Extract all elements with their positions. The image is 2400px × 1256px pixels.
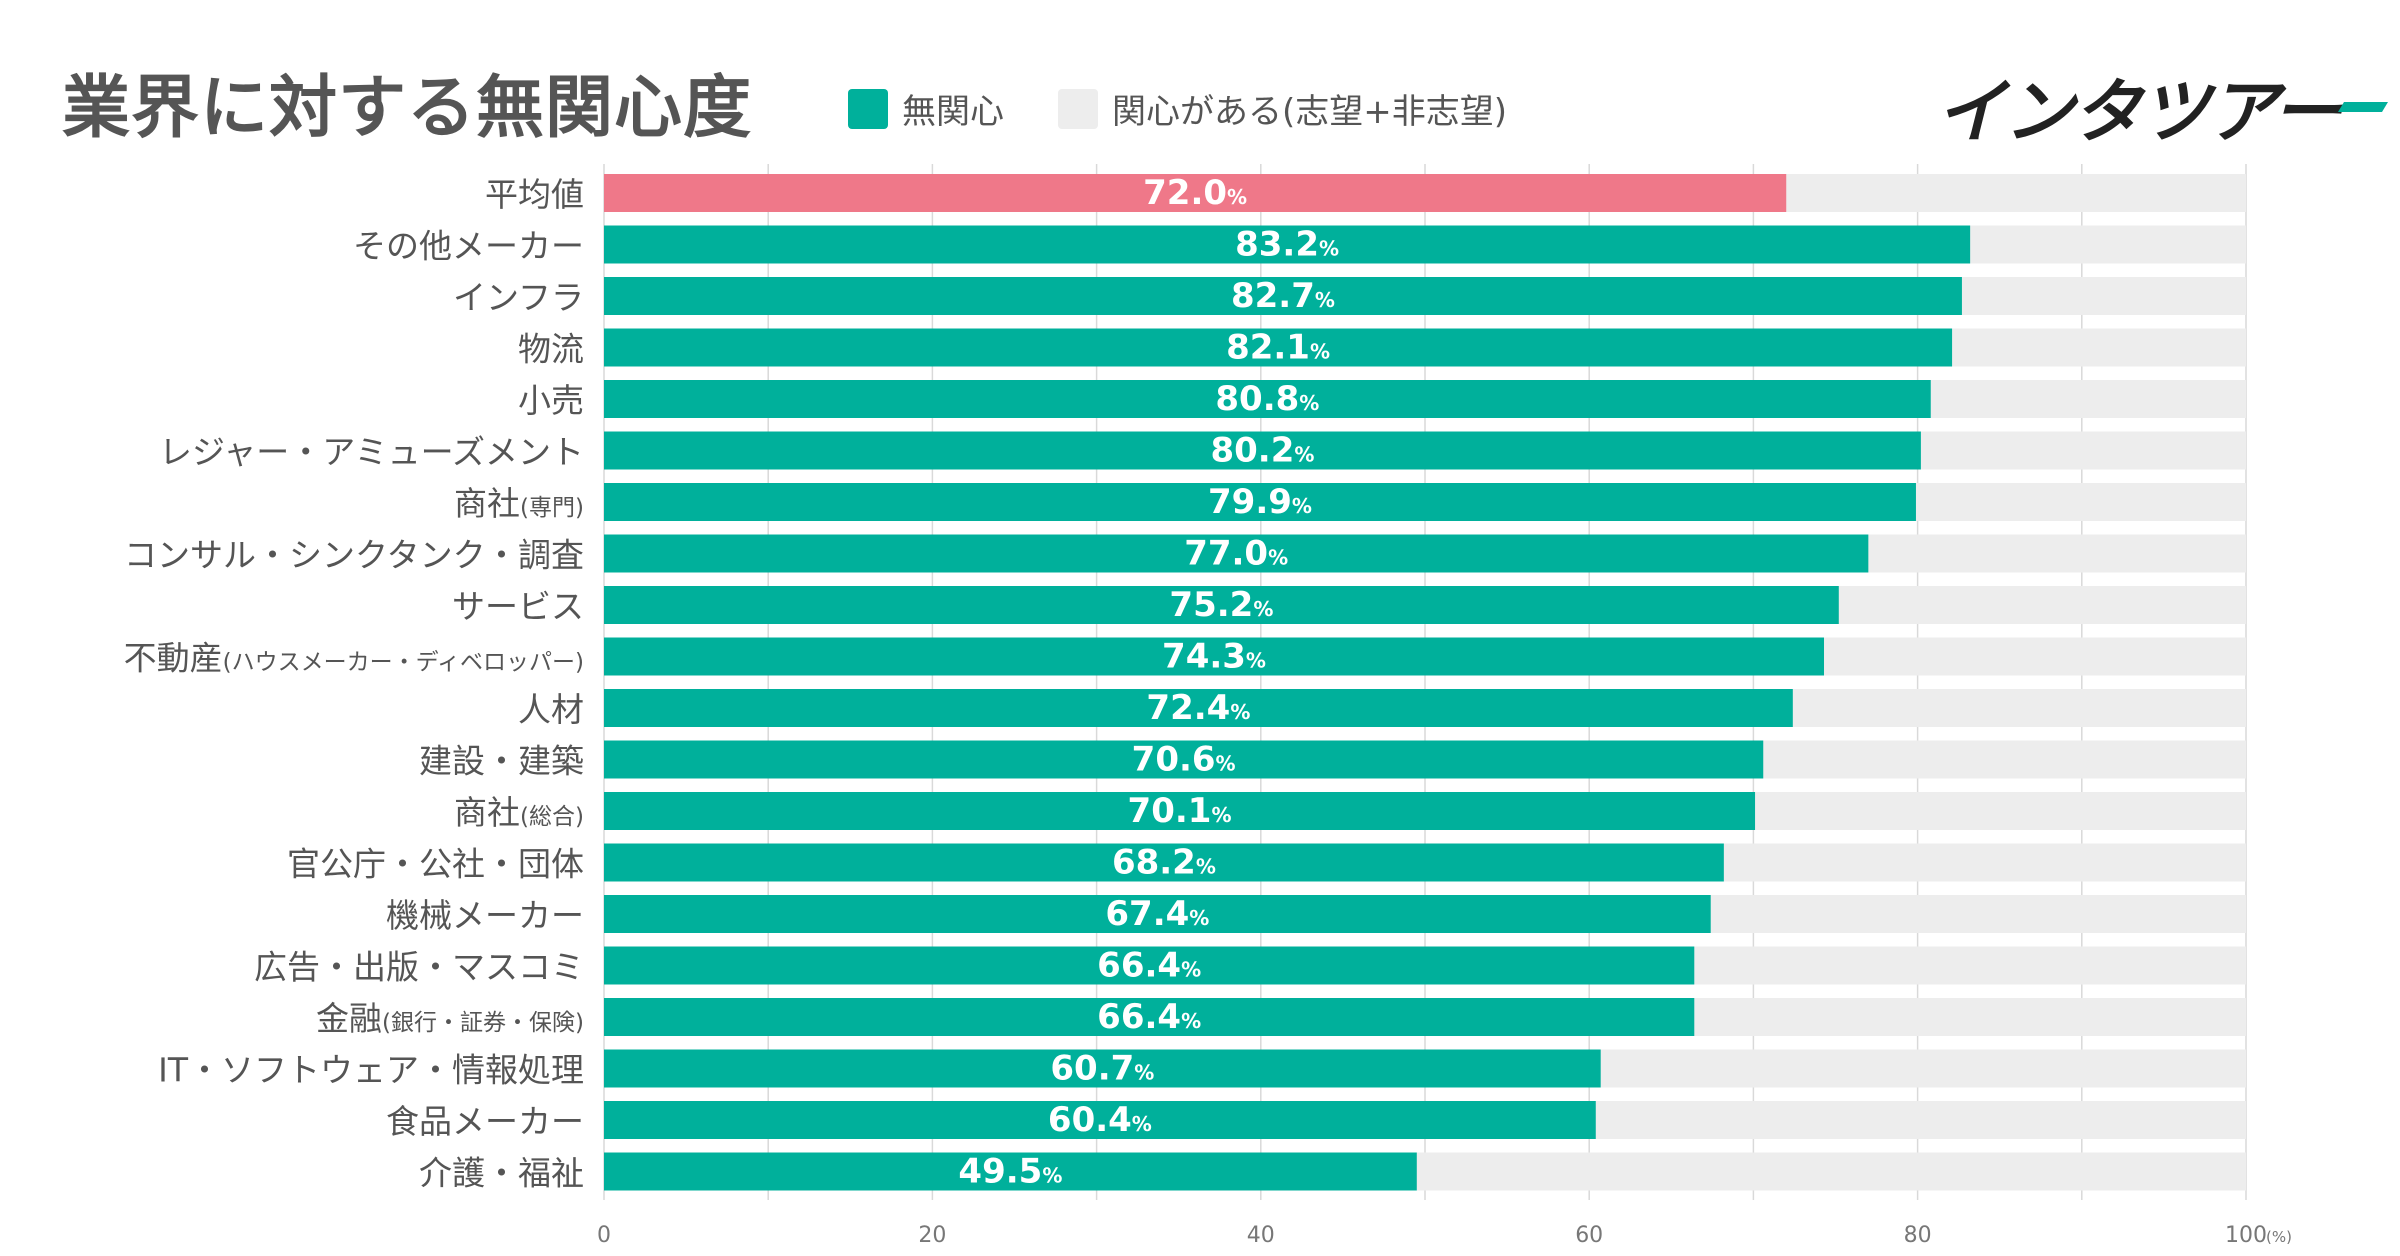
category-label: 小売 — [518, 381, 584, 420]
category-label: レジャー・アミューズメント — [159, 433, 584, 472]
legend-item-interested: 関心がある(志望+非志望) — [1058, 84, 1507, 133]
bar-value — [604, 1152, 1417, 1191]
bar-value — [604, 431, 1921, 470]
bar-value — [604, 534, 1869, 573]
bar-value — [604, 946, 1695, 985]
category-label: 商社(専門) — [454, 484, 584, 523]
category-label: 食品メーカー — [386, 1102, 584, 1141]
x-tick-label: 80 — [1904, 1223, 1932, 1248]
data-label: 82.7% — [1231, 276, 1335, 316]
bar-value — [604, 843, 1724, 882]
x-unit-label: (%) — [2266, 1228, 2292, 1246]
bar-value — [604, 380, 1931, 418]
data-label: 70.1% — [1128, 791, 1232, 831]
data-label: 75.2% — [1169, 585, 1273, 625]
brand-stripe-icon — [2337, 101, 2388, 112]
legend-swatch-interested — [1058, 88, 1098, 129]
data-label: 79.9% — [1208, 482, 1312, 522]
bar-average — [604, 174, 1787, 212]
data-label: 72.4% — [1146, 688, 1250, 728]
brand-name: インタツアー — [1936, 71, 2342, 153]
bar-value — [604, 740, 1764, 779]
data-label: 72.0% — [1143, 173, 1247, 213]
legend-item-indifferent: 無関心 — [848, 84, 1004, 133]
data-label: 77.0% — [1184, 534, 1288, 574]
data-label: 74.3% — [1162, 637, 1266, 677]
category-label: 平均値 — [485, 175, 584, 214]
category-label: 広告・出版・マスコミ — [254, 948, 584, 987]
bar-value — [604, 1101, 1596, 1139]
data-label: 67.4% — [1105, 894, 1209, 934]
bar-value — [604, 328, 1953, 367]
data-label: 80.8% — [1215, 379, 1319, 419]
legend-swatch-indifferent — [848, 88, 888, 129]
bar-value — [604, 998, 1695, 1036]
data-label: 80.2% — [1210, 431, 1314, 471]
x-tick-label: 60 — [1575, 1223, 1603, 1248]
bar-value — [604, 586, 1839, 624]
data-label: 70.6% — [1132, 740, 1236, 780]
category-label: コンサル・シンクタンク・調査 — [124, 536, 584, 575]
legend-label-indifferent: 無関心 — [902, 92, 1004, 132]
bar-value — [604, 637, 1825, 676]
data-label: 66.4% — [1097, 997, 1201, 1037]
category-label: 不動産(ハウスメーカー・ディベロッパー) — [124, 639, 584, 678]
data-label: 60.4% — [1048, 1100, 1152, 1140]
bar-value — [604, 689, 1793, 727]
bar-value — [604, 277, 1962, 315]
category-label: 金融(銀行・証券・保険) — [316, 999, 584, 1038]
data-label: 83.2% — [1235, 225, 1339, 265]
category-label: サービス — [452, 587, 584, 626]
legend-label-interested: 関心がある(志望+非志望) — [1112, 92, 1508, 132]
category-label: その他メーカー — [353, 227, 584, 266]
x-tick-label: 0 — [597, 1223, 611, 1248]
category-label: 機械メーカー — [386, 896, 584, 935]
data-label: 49.5% — [958, 1152, 1062, 1192]
data-label: 68.2% — [1112, 843, 1216, 883]
category-label: 人材 — [518, 690, 584, 729]
x-tick-label: 20 — [918, 1223, 946, 1248]
category-label: 物流 — [518, 330, 584, 369]
bar-value — [604, 1049, 1601, 1088]
bar-value — [604, 792, 1756, 830]
x-tick-label: 40 — [1247, 1223, 1275, 1248]
bar-value — [604, 483, 1916, 521]
category-label: 商社(総合) — [454, 793, 584, 832]
category-label: IT・ソフトウェア・情報処理 — [158, 1051, 584, 1090]
chart-title: 業界に対する無関心度 — [62, 69, 753, 148]
category-label: 官公庁・公社・団体 — [287, 845, 584, 884]
x-tick-label: 100 — [2225, 1223, 2267, 1248]
data-label: 60.7% — [1050, 1049, 1154, 1089]
data-label: 66.4% — [1097, 946, 1201, 986]
category-label: 建設・建築 — [419, 742, 584, 781]
brand-logo: インタツアー — [1936, 56, 2388, 157]
bar-value — [604, 225, 1971, 264]
category-label: 介護・福祉 — [419, 1154, 584, 1193]
data-label: 82.1% — [1226, 328, 1330, 368]
bar-value — [604, 895, 1711, 933]
category-label: インフラ — [453, 278, 584, 317]
